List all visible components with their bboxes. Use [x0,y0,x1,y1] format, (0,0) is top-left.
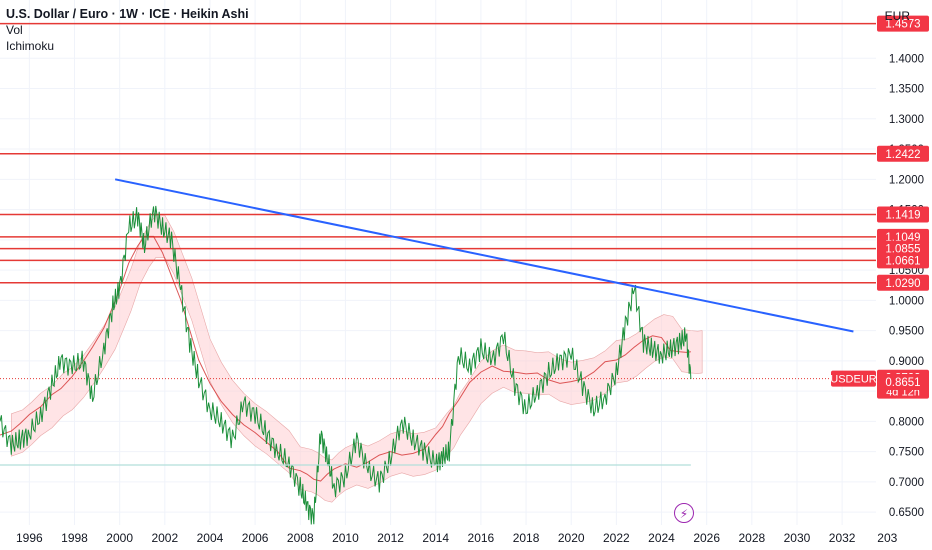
x-tick-label: 203 [877,531,897,545]
level-label-bg [877,15,929,32]
level-label: 1.4573 [885,19,920,31]
lightning-icon[interactable]: ⚡ [674,503,694,523]
x-tick-label: 1996 [16,531,43,545]
y-tick-label: 0.7500 [889,447,924,459]
chart-grid [0,0,876,525]
y-tick-label: 1.4000 [889,53,924,65]
chart-legend: U.S. Dollar / Euro · 1W · ICE · Heikin A… [6,6,249,54]
x-tick-label: 2014 [422,531,449,545]
price-labels: 1.45731.24221.14191.10491.08551.06611.02… [830,15,929,399]
y-tick-label: 0.9000 [889,356,924,368]
x-tick-label: 2006 [242,531,269,545]
x-tick-label: 2010 [332,531,359,545]
ichimoku-cloud-band [10,214,703,503]
y-tick-label: 1.0000 [889,295,924,307]
symbol-label-bg [831,370,876,387]
indicator-ichimoku[interactable]: Ichimoku [6,39,55,53]
x-tick-label: 2030 [784,531,811,545]
level-label: 1.0290 [885,278,920,290]
x-tick-label: 2016 [468,531,495,545]
price-label-bg [877,373,929,390]
x-tick-label: 2008 [287,531,314,545]
x-tick-label: 2000 [106,531,133,545]
level-label: 1.0661 [885,255,920,267]
x-tick-label: 1998 [61,531,88,545]
x-tick-label: 2004 [197,531,224,545]
x-tick-label: 2012 [377,531,404,545]
symbol-title[interactable]: U.S. Dollar / Euro · 1W · ICE · Heikin A… [6,7,249,21]
x-tick-label: 2020 [558,531,585,545]
indicator-vol[interactable]: Vol [6,23,23,37]
trendline [114,178,854,333]
x-tick-label: 2022 [603,531,630,545]
level-label: 1.1419 [885,209,920,221]
y-tick-label: 1.3500 [889,84,924,96]
level-label: 1.2422 [885,149,920,161]
y-tick-label: 0.9500 [889,326,924,338]
level-label-bg [877,145,929,162]
price-series [0,205,692,525]
level-label-bg [877,274,929,291]
y-tick-label: 0.6500 [889,507,924,519]
x-tick-label: 2018 [513,531,540,545]
x-tick-label: 2024 [648,531,675,545]
level-label-bg [877,206,929,223]
x-tick-label: 2002 [151,531,178,545]
price-line [0,205,692,525]
time-axis: 1996 1998 2000 2002 2004 2006 2008 2010 2012 2014… [16,531,898,545]
x-tick-label: 2032 [829,531,856,545]
ichimoku-cloud [10,214,703,503]
price-label: 0.8651 [885,377,920,389]
x-tick-label: 2028 [738,531,765,545]
currency-label[interactable]: EUR [884,9,910,23]
y-tick-label: 1.2000 [889,174,924,186]
x-tick-label: 2026 [693,531,720,545]
y-tick-label: 0.8000 [889,416,924,428]
y-tick-label: 0.7000 [889,477,924,489]
horizontal-levels [0,22,876,380]
symbol-label: USDEUR [830,374,877,386]
trendline-layer [114,178,854,333]
y-tick-label: 1.3000 [889,114,924,126]
level-label-bg [877,252,929,269]
